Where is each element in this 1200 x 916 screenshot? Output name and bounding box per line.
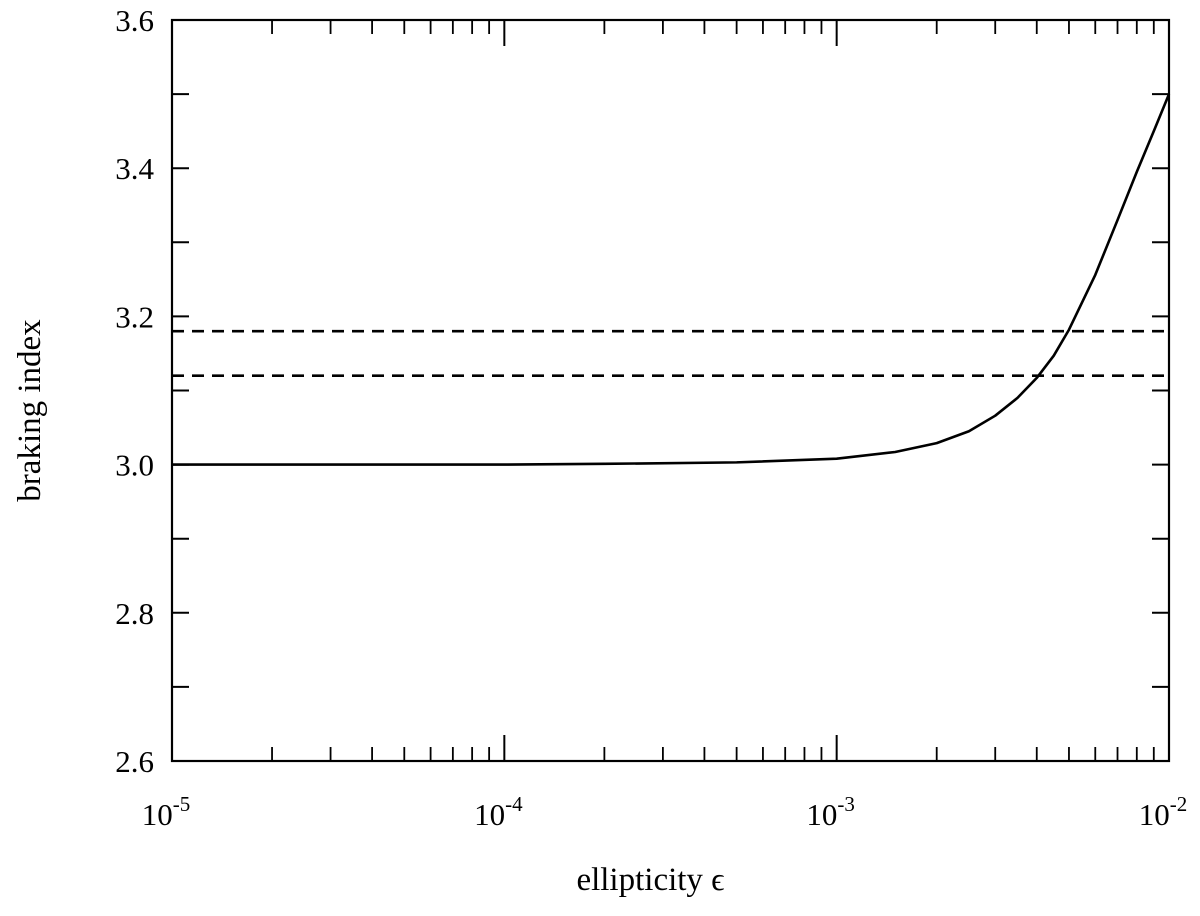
y-tick-label: 3.4 [115,151,154,186]
y-tick-label: 3.0 [115,448,154,483]
y-tick-label: 2.8 [115,596,154,631]
axis-ticks [171,19,1170,762]
x-tick-label: 10-3 [806,792,855,832]
x-axis-label: ellipticity ϵ [576,862,724,898]
y-axis-label: braking index [12,319,48,502]
x-tick-label: 10-2 [1139,792,1188,832]
x-tick-label: 10-5 [142,792,191,832]
plot-series [172,93,1171,466]
x-tick-labels: 10-5 10-4 10-3 10-2 [142,792,1188,832]
solid-line-0 [172,93,1171,466]
y-tick-label: 3.6 [115,3,154,38]
plot-frame [170,18,1171,763]
x-tick-label: 10-4 [474,792,523,832]
y-tick-label: 3.2 [115,299,154,334]
y-tick-label: 2.6 [115,744,154,779]
y-tick-labels: 2.6 2.8 3.0 3.2 3.4 3.6 [115,3,154,779]
